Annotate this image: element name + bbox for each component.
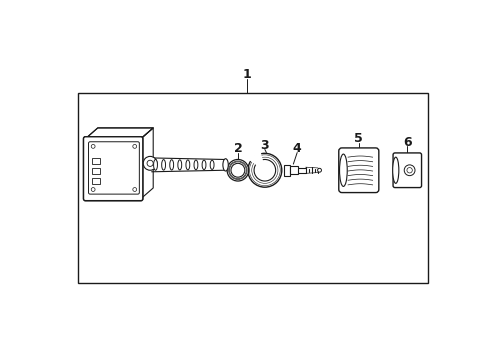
Circle shape	[404, 165, 414, 176]
Circle shape	[133, 144, 136, 148]
Circle shape	[91, 188, 95, 192]
FancyBboxPatch shape	[338, 148, 378, 193]
FancyBboxPatch shape	[392, 153, 421, 188]
Text: 3: 3	[260, 139, 268, 152]
Polygon shape	[141, 128, 153, 199]
Circle shape	[147, 160, 153, 166]
Ellipse shape	[169, 160, 173, 170]
Circle shape	[317, 168, 321, 172]
Bar	[78, 93, 427, 283]
Bar	[92, 158, 100, 164]
Bar	[92, 178, 100, 184]
Ellipse shape	[178, 160, 182, 170]
Circle shape	[91, 144, 95, 148]
Ellipse shape	[202, 160, 205, 170]
Circle shape	[143, 156, 157, 170]
Circle shape	[229, 162, 246, 179]
Bar	[92, 158, 100, 164]
Text: 4: 4	[292, 142, 301, 155]
Text: 6: 6	[402, 136, 411, 149]
Polygon shape	[249, 152, 264, 170]
FancyBboxPatch shape	[83, 137, 142, 201]
FancyBboxPatch shape	[88, 142, 139, 194]
Bar	[92, 168, 100, 174]
Circle shape	[254, 159, 275, 181]
Ellipse shape	[392, 157, 398, 183]
Ellipse shape	[185, 160, 189, 170]
Ellipse shape	[339, 154, 346, 186]
Text: 2: 2	[233, 142, 242, 155]
Bar	[290, 166, 297, 174]
Circle shape	[133, 188, 136, 192]
FancyBboxPatch shape	[83, 137, 142, 201]
Text: 5: 5	[354, 132, 363, 145]
Circle shape	[406, 167, 411, 173]
Circle shape	[228, 161, 246, 180]
Circle shape	[247, 153, 281, 187]
Bar	[92, 168, 100, 174]
Polygon shape	[85, 128, 153, 139]
Bar	[284, 165, 290, 176]
Ellipse shape	[210, 160, 214, 170]
Circle shape	[230, 163, 244, 177]
Circle shape	[226, 159, 248, 181]
Ellipse shape	[223, 159, 228, 171]
Ellipse shape	[153, 159, 157, 170]
Ellipse shape	[194, 160, 198, 170]
Bar	[92, 178, 100, 184]
FancyBboxPatch shape	[88, 142, 139, 194]
Text: 1: 1	[242, 68, 251, 81]
Ellipse shape	[162, 159, 165, 170]
